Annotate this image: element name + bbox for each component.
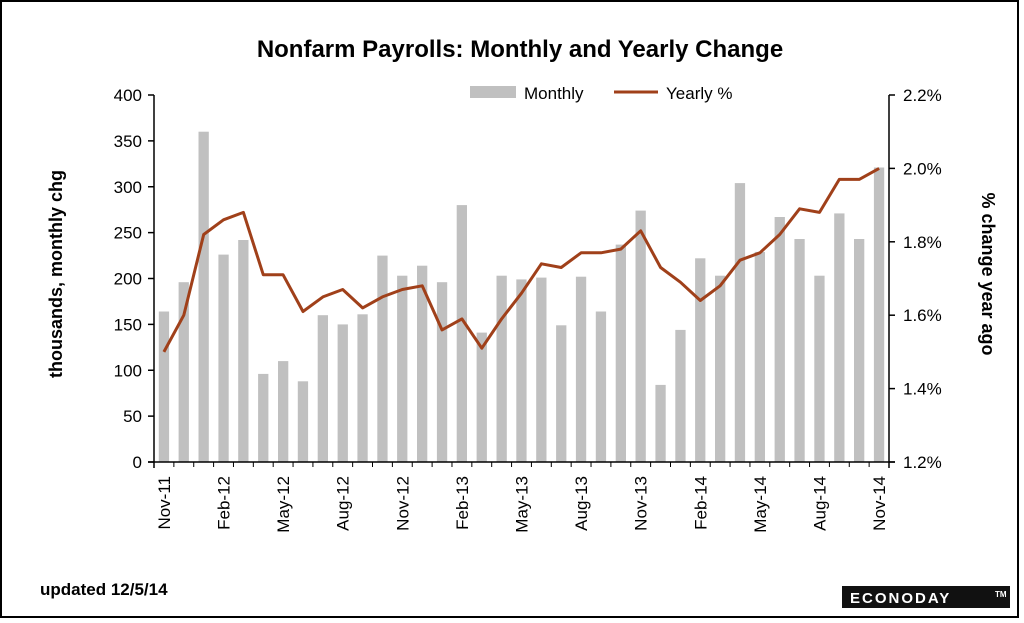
x-tick-label: Aug-12 — [334, 476, 353, 531]
bar-monthly — [377, 255, 388, 462]
bar-monthly — [615, 244, 626, 462]
right-tick-label: 1.2% — [903, 453, 942, 472]
bar-monthly — [417, 265, 428, 462]
legend-label-monthly: Monthly — [524, 84, 584, 103]
bar-monthly — [258, 373, 269, 462]
bar-monthly — [496, 275, 507, 462]
bar-monthly — [675, 329, 686, 462]
right-tick-label: 2.0% — [903, 159, 942, 178]
x-tick-label: Feb-12 — [215, 476, 234, 530]
left-tick-label: 300 — [114, 178, 142, 197]
legend-swatch-monthly — [470, 86, 516, 98]
bar-monthly — [317, 315, 328, 462]
x-tick-label: Feb-13 — [453, 476, 472, 530]
bar-monthly — [516, 279, 527, 462]
bar-monthly — [158, 311, 170, 462]
bar-monthly — [178, 282, 189, 462]
bar-monthly — [556, 325, 567, 462]
updated-note: updated 12/5/14 — [40, 580, 168, 599]
logo-text: ECONODAY — [850, 590, 951, 607]
bar-monthly — [635, 210, 646, 462]
bar-series-monthly — [158, 131, 885, 462]
svg-text:TM: TM — [995, 590, 1007, 599]
x-tick-label: Feb-14 — [691, 476, 710, 530]
x-tick-label: Nov-12 — [393, 476, 412, 531]
left-tick-label: 0 — [133, 453, 142, 472]
x-tick-label: Aug-13 — [572, 476, 591, 531]
legend-label-yearly: Yearly % — [666, 84, 732, 103]
right-tick-label: 1.4% — [903, 380, 942, 399]
x-tick-label: Nov-13 — [632, 476, 651, 531]
bar-monthly — [794, 239, 805, 462]
left-tick-label: 400 — [114, 86, 142, 105]
bar-monthly — [297, 381, 309, 462]
left-tick-label: 100 — [114, 361, 142, 380]
x-tick-label: Aug-14 — [811, 476, 830, 531]
left-axis-ticks: 0 50 100 150 200 250 300 350 400 — [114, 86, 154, 472]
bar-monthly — [238, 240, 249, 462]
bar-monthly — [476, 332, 487, 462]
bar-monthly — [357, 314, 368, 462]
bar-monthly — [774, 217, 785, 462]
left-tick-label: 150 — [114, 315, 142, 334]
bar-monthly — [715, 275, 726, 462]
right-axis-ticks: 1.2% 1.4% 1.6% 1.8% 2.0% 2.2% — [889, 86, 942, 472]
left-tick-label: 50 — [123, 407, 142, 426]
chart-title: Nonfarm Payrolls: Monthly and Yearly Cha… — [257, 36, 783, 63]
bar-monthly — [456, 205, 467, 462]
right-tick-label: 1.8% — [903, 233, 942, 252]
right-tick-label: 2.2% — [903, 86, 942, 105]
econoday-logo: ECONODAY TM — [842, 586, 1010, 608]
bar-monthly — [337, 324, 348, 462]
bar-monthly — [536, 277, 547, 462]
bar-monthly — [854, 239, 865, 462]
bar-monthly — [218, 254, 229, 462]
x-axis-ticks: Nov-11 Feb-12 May-12 Aug-12 Nov-12 Feb-13 May-… — [153, 462, 890, 533]
bar-monthly — [198, 131, 209, 462]
legend: Monthly Yearly % — [470, 84, 732, 103]
bar-monthly — [834, 213, 845, 462]
bar-monthly — [873, 167, 885, 462]
bar-monthly — [655, 384, 666, 462]
right-axis-label: % change year ago — [978, 192, 998, 355]
bar-monthly — [695, 258, 706, 462]
bar-monthly — [278, 361, 289, 462]
x-tick-label: Nov-14 — [870, 476, 889, 531]
bar-monthly — [595, 311, 607, 462]
x-tick-label: May-12 — [274, 476, 293, 533]
x-tick-label: Nov-11 — [155, 476, 174, 530]
left-axis-label: thousands, monthly chg — [46, 170, 66, 378]
bar-monthly — [397, 275, 408, 462]
bar-monthly — [814, 275, 825, 462]
left-tick-label: 200 — [114, 270, 142, 289]
axes — [148, 95, 895, 468]
x-tick-label: May-13 — [513, 476, 532, 533]
bar-monthly — [436, 282, 448, 462]
left-tick-label: 350 — [114, 132, 142, 151]
bar-monthly — [575, 276, 587, 462]
line-series-yearly — [162, 167, 880, 353]
left-tick-label: 250 — [114, 224, 142, 243]
bar-monthly — [734, 183, 746, 462]
bar-monthly — [754, 251, 765, 462]
x-tick-label: May-14 — [751, 476, 770, 533]
right-tick-label: 1.6% — [903, 306, 942, 325]
